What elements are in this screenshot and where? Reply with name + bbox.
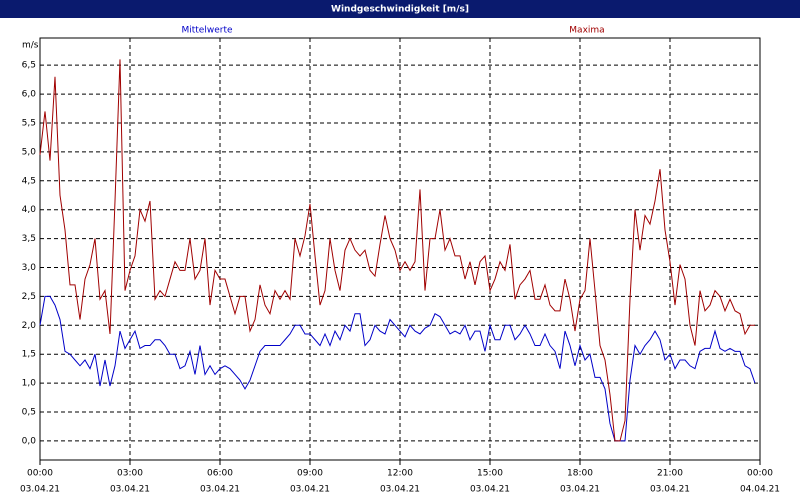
x-tick-date: 03.04.21 bbox=[200, 485, 240, 495]
x-tick-date: 03.04.21 bbox=[470, 485, 510, 495]
x-tick-date: 03.04.21 bbox=[290, 485, 330, 495]
legend-label: Mittelwerte bbox=[181, 26, 232, 36]
series-line bbox=[39, 295, 756, 442]
y-tick-label: 0,0 bbox=[22, 436, 37, 446]
x-tick-date: 03.04.21 bbox=[380, 485, 420, 495]
y-tick-label: 2,0 bbox=[22, 321, 37, 331]
x-tick-date: 03.04.21 bbox=[110, 485, 150, 495]
y-tick-label: 1,0 bbox=[22, 379, 37, 389]
y-axis-label: m/s bbox=[22, 41, 39, 51]
x-tick-date: 04.04.21 bbox=[740, 485, 780, 495]
y-tick-label: 6,5 bbox=[22, 61, 36, 71]
y-tick-label: 4,0 bbox=[22, 205, 37, 215]
title-bar bbox=[0, 0, 800, 18]
y-tick-label: 6,0 bbox=[22, 90, 37, 100]
y-tick-label: 1,5 bbox=[22, 350, 36, 360]
x-tick-label: 21:00 bbox=[657, 469, 683, 479]
x-tick-label: 09:00 bbox=[297, 469, 323, 479]
x-tick-date: 03.04.21 bbox=[650, 485, 690, 495]
x-tick-label: 03:00 bbox=[117, 469, 143, 479]
x-tick-date: 03.04.21 bbox=[560, 485, 600, 495]
y-tick-label: 4,5 bbox=[22, 176, 36, 186]
x-tick-label: 00:00 bbox=[747, 469, 773, 479]
y-tick-label: 3,0 bbox=[22, 263, 37, 273]
y-tick-label: 0,5 bbox=[22, 408, 36, 418]
x-tick-label: 18:00 bbox=[567, 469, 593, 479]
legend-label: Maxima bbox=[569, 26, 604, 36]
x-tick-date: 03.04.21 bbox=[20, 485, 60, 495]
y-tick-label: 5,0 bbox=[22, 147, 37, 157]
y-tick-label: 2,5 bbox=[22, 292, 36, 302]
y-tick-label: 5,5 bbox=[22, 118, 36, 128]
x-tick-label: 06:00 bbox=[207, 469, 233, 479]
y-tick-label: 3,5 bbox=[22, 234, 36, 244]
x-tick-label: 00:00 bbox=[27, 469, 53, 479]
x-tick-label: 15:00 bbox=[477, 469, 503, 479]
series-line bbox=[39, 59, 755, 442]
x-tick-label: 12:00 bbox=[387, 469, 413, 479]
chart-title: Windgeschwindigkeit [m/s] bbox=[331, 5, 469, 15]
